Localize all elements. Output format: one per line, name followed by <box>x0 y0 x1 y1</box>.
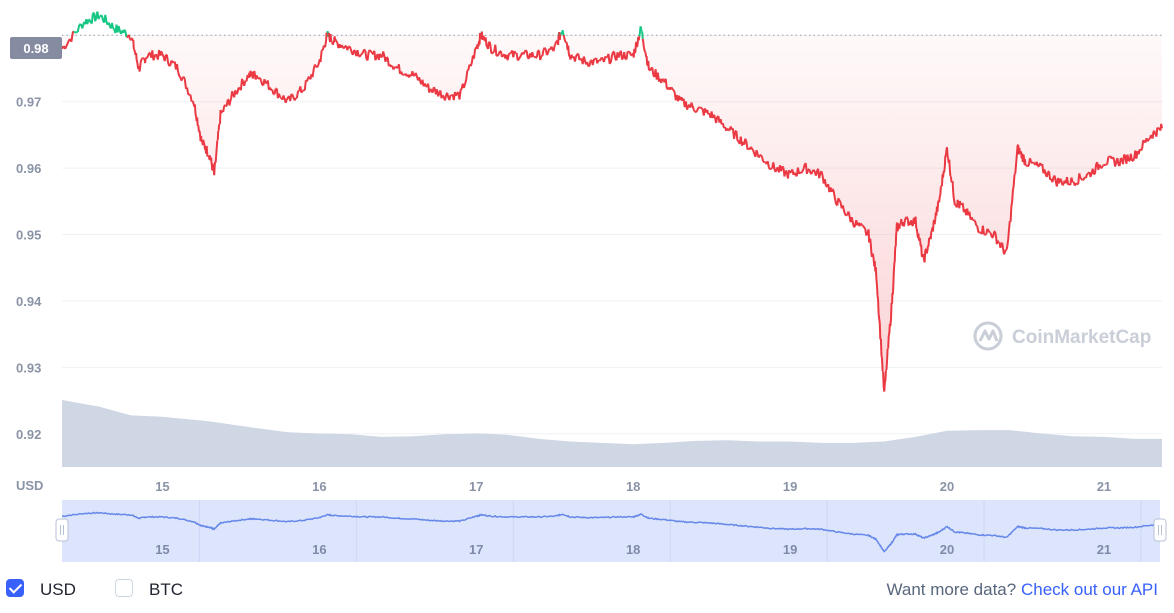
range-navigator[interactable]: 15 16 17 18 19 20 21 <box>55 500 1167 562</box>
y-axis: 0.97 0.96 0.95 0.94 0.93 0.92 <box>16 95 42 442</box>
btc-checkbox[interactable] <box>115 579 133 597</box>
navigator-tick-label: 19 <box>783 542 797 557</box>
chart-footer: USD BTC Want more data? Check out our AP… <box>0 575 1174 607</box>
navigator-left-handle[interactable] <box>55 518 69 542</box>
coinmarketcap-logo-icon <box>973 321 1003 351</box>
navigator-tick-label: 21 <box>1097 542 1111 557</box>
usd-label: USD <box>40 580 76 599</box>
navigator-right-handle[interactable] <box>1153 518 1167 542</box>
navigator-tick-label: 17 <box>469 542 483 557</box>
more-data-prompt: Want more data? Check out our API <box>886 580 1158 600</box>
y-tick-label: 0.95 <box>16 228 41 243</box>
navigator-price-line <box>61 511 1163 553</box>
watermark-text: CoinMarketCap <box>1012 327 1151 348</box>
y-tick-label: 0.97 <box>16 95 41 110</box>
x-tick-label: 20 <box>940 479 954 494</box>
currency-axis-label: USD <box>16 478 43 493</box>
price-line-above <box>72 11 644 39</box>
x-tick-label: 16 <box>312 479 326 494</box>
volume-area <box>62 400 1162 467</box>
x-tick-label: 21 <box>1097 479 1111 494</box>
btc-label: BTC <box>149 580 183 599</box>
navigator-selection[interactable] <box>62 500 1160 562</box>
x-tick-label: 17 <box>469 479 483 494</box>
x-tick-label: 19 <box>783 479 797 494</box>
reference-price-badge: 0.98 <box>10 37 62 59</box>
navigator-tick-label: 16 <box>312 542 326 557</box>
navigator-tick-label: 15 <box>155 542 169 557</box>
price-below-reference-fill <box>62 35 1162 392</box>
y-tick-label: 0.92 <box>16 427 41 442</box>
api-link[interactable]: Check out our API <box>1020 580 1158 599</box>
navigator-tick-label: 18 <box>626 542 640 557</box>
usd-checkbox[interactable] <box>6 579 24 597</box>
price-line-below <box>61 31 1163 392</box>
x-axis: 15 16 17 18 19 20 21 <box>155 479 1111 494</box>
y-tick-label: 0.94 <box>16 294 42 309</box>
y-tick-label: 0.96 <box>16 161 41 176</box>
x-tick-label: 15 <box>155 479 169 494</box>
navigator-tick-label: 20 <box>940 542 954 557</box>
more-data-text: Want more data? <box>886 580 1017 599</box>
reference-price-label: 0.98 <box>23 41 48 56</box>
y-tick-label: 0.93 <box>16 360 41 375</box>
coinmarketcap-watermark: CoinMarketCap <box>973 321 1151 351</box>
price-chart[interactable]: 0.97 0.96 0.95 0.94 0.93 0.92 0.98 USD 15 16 17… <box>0 0 1174 575</box>
x-tick-label: 18 <box>626 479 640 494</box>
